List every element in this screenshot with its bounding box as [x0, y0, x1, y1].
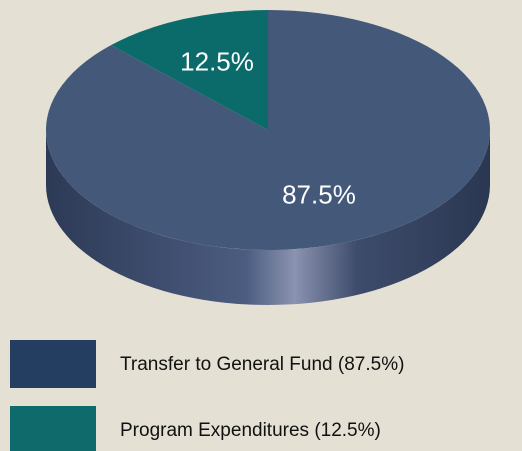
pie-slice [111, 10, 268, 130]
pie-side [46, 130, 490, 305]
legend-swatch [10, 406, 96, 451]
value-label: 87.5% [282, 179, 356, 209]
value-label: 12.5% [180, 46, 254, 76]
legend-label: Transfer to General Fund (87.5%) [120, 354, 404, 375]
pie-slice [45, 10, 490, 250]
legend-swatch [10, 340, 96, 388]
legend-label: Program Expenditures (12.5%) [120, 420, 381, 441]
